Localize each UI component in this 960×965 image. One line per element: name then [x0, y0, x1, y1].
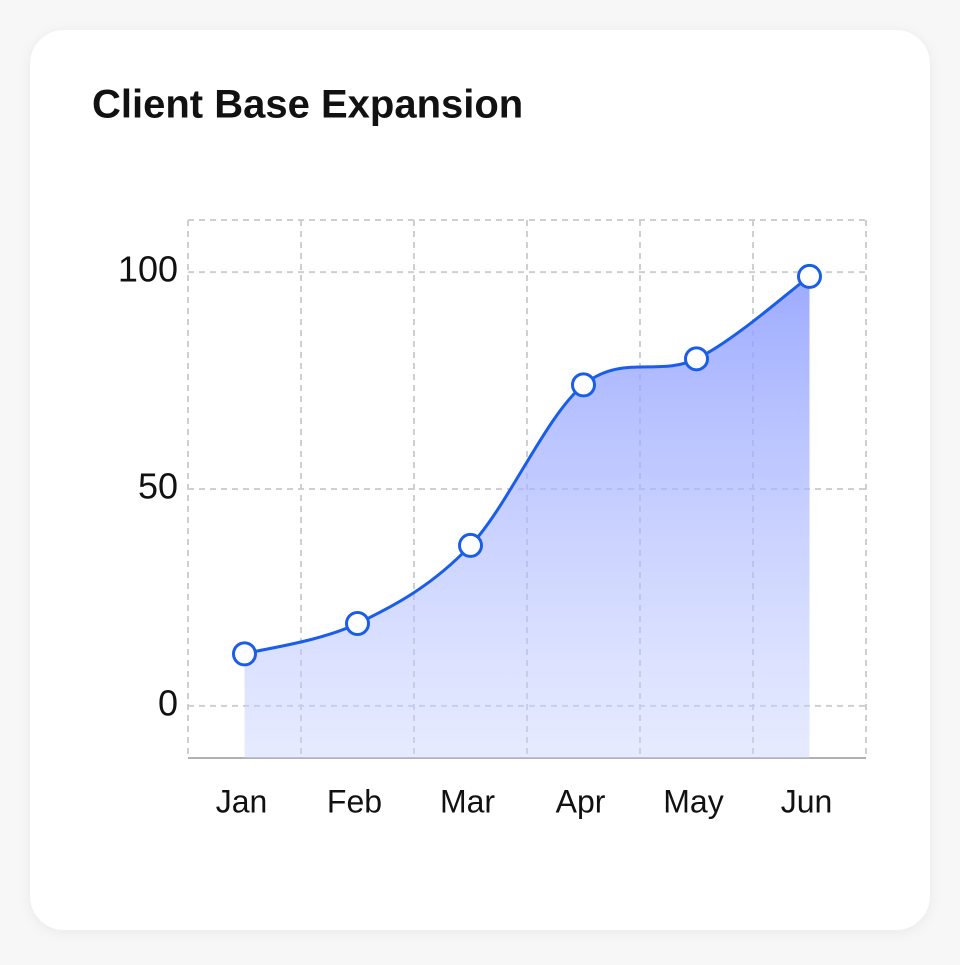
- point: [345, 611, 370, 636]
- x-tick-label: Feb: [327, 783, 382, 819]
- y-tick-label: 0: [158, 682, 178, 723]
- x-tick-label: May: [663, 783, 723, 819]
- x-tick-label: Jan: [216, 783, 268, 819]
- chart-title: Client Base Expansion: [92, 83, 523, 127]
- x-tick-label: Mar: [440, 783, 495, 819]
- area: [244, 276, 810, 758]
- point: [571, 372, 596, 398]
- point: [458, 532, 483, 558]
- point: [684, 346, 709, 372]
- y-tick-label: 100: [118, 249, 178, 290]
- point: [232, 641, 257, 667]
- x-tick-label: Apr: [556, 783, 606, 819]
- y-tick-label: 50: [138, 466, 178, 507]
- x-tick-label: Jun: [781, 783, 833, 819]
- point: [797, 263, 822, 289]
